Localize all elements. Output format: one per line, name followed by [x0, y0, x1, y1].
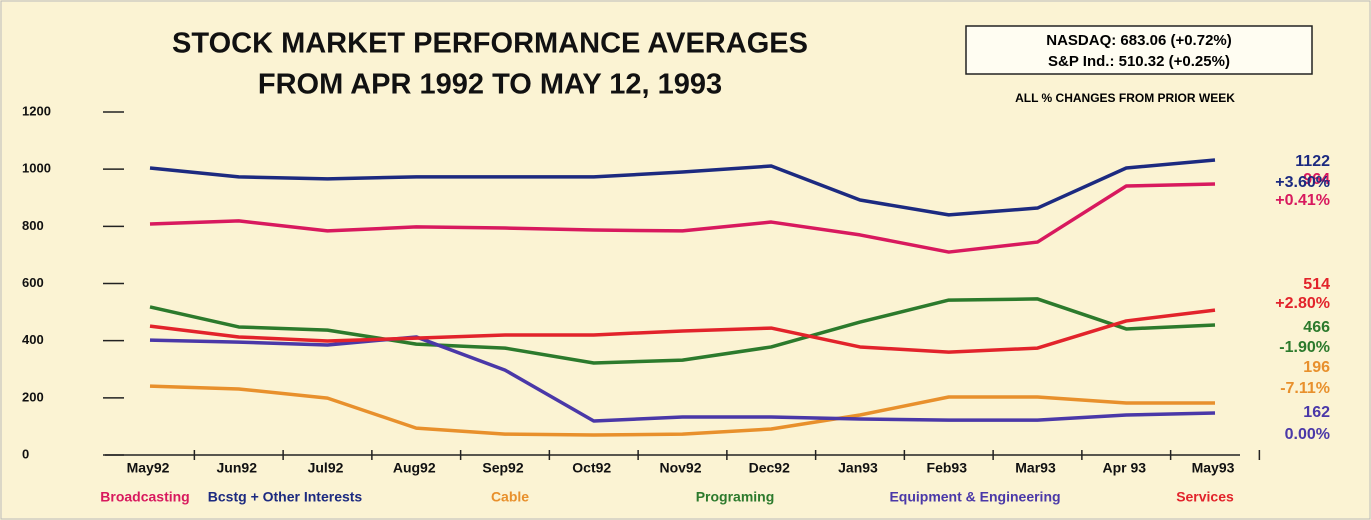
x-tick-label: Oct92 — [572, 460, 611, 476]
legend-label: Cable — [491, 489, 529, 505]
legend-label: Services — [1176, 489, 1234, 505]
x-tick-label: Jun92 — [217, 460, 258, 476]
end-label: 0.00% — [1285, 426, 1330, 443]
y-tick-label: 1200 — [22, 103, 51, 118]
index-box — [965, 25, 1313, 75]
x-tick-label: May92 — [127, 460, 170, 476]
end-label: +3.60% — [1275, 174, 1330, 191]
series-line — [149, 308, 1216, 354]
x-tick-label: Sep92 — [482, 460, 523, 476]
end-label: 514 — [1303, 276, 1330, 293]
y-tick-label: 1000 — [22, 161, 51, 176]
chart-title: FROM APR 1992 TO MAY 12, 1993 — [258, 69, 722, 101]
x-tick-label: Aug92 — [393, 460, 436, 476]
end-label: 162 — [1303, 404, 1330, 421]
legend-label: Broadcasting — [100, 489, 189, 505]
y-tick-label: 200 — [22, 389, 44, 404]
x-tick-label: Nov92 — [659, 460, 701, 476]
series-line — [149, 384, 1215, 437]
index-line: NASDAQ: 683.06 (+0.72%) — [1046, 32, 1232, 49]
x-tick-label: Dec92 — [749, 460, 790, 476]
end-label: +0.41% — [1275, 192, 1330, 209]
legend-label: Equipment & Engineering — [889, 489, 1060, 505]
x-tick-label: Mar93 — [1015, 460, 1056, 476]
x-tick-label: Feb93 — [927, 460, 968, 476]
end-label: 466 — [1303, 319, 1330, 336]
x-tick-label: May93 — [1192, 460, 1235, 476]
chart-title: STOCK MARKET PERFORMANCE AVERAGES — [172, 28, 808, 60]
series-line — [149, 335, 1216, 423]
end-label: 964 — [1303, 171, 1330, 188]
series-line — [149, 297, 1216, 365]
legend-label: Programing — [696, 489, 775, 505]
end-label: 196 — [1303, 359, 1330, 376]
end-label: 1122 — [1295, 153, 1330, 170]
x-tick-label: Apr 93 — [1102, 460, 1146, 476]
y-tick-label: 0 — [22, 446, 29, 461]
series-line — [149, 182, 1216, 254]
y-tick-label: 400 — [22, 332, 44, 347]
index-line: S&P Ind.: 510.32 (+0.25%) — [1048, 53, 1230, 70]
x-tick-label: Jul92 — [308, 460, 344, 476]
legend-label: Bcstg + Other Interests — [208, 489, 363, 505]
series-line — [149, 158, 1216, 217]
end-label: -7.11% — [1280, 380, 1330, 397]
x-tick-label: Jan93 — [838, 460, 878, 476]
end-label: -1.90% — [1279, 339, 1330, 356]
note: ALL % CHANGES FROM PRIOR WEEK — [1015, 91, 1235, 105]
end-label: +2.80% — [1275, 295, 1330, 312]
y-tick-label: 800 — [22, 218, 44, 233]
y-tick-label: 600 — [22, 275, 44, 290]
